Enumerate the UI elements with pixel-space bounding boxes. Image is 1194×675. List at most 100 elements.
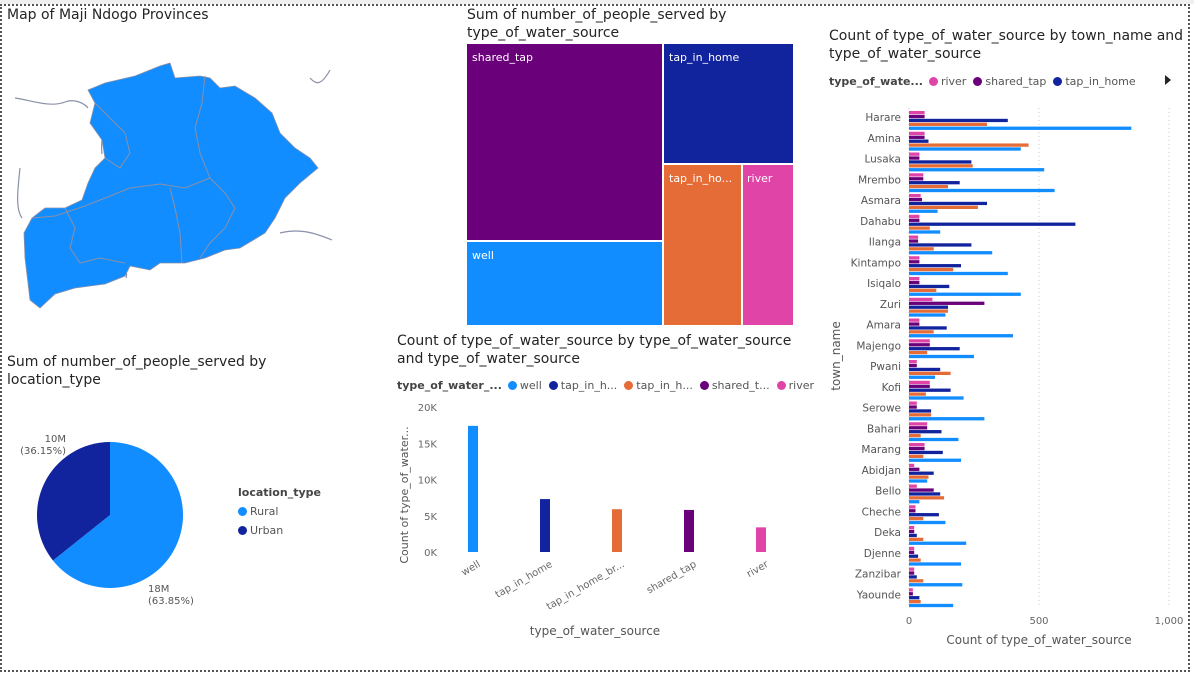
hbar-bar-tap_in_home_broken[interactable] <box>909 350 928 355</box>
hbar-bar-tap_in_home_broken[interactable] <box>909 475 929 479</box>
hbar-bar-tap_in_home_broken[interactable] <box>909 143 1029 147</box>
column-legend-item[interactable]: tap_in_h... <box>624 379 693 392</box>
treemap-tile-river[interactable]: river <box>743 165 793 325</box>
hbar-bar-river[interactable] <box>909 256 920 260</box>
hbar-bar-tap_in_home_broken[interactable] <box>909 288 937 292</box>
hbar-bar-shared_tap[interactable] <box>909 239 919 243</box>
hbar-bar-tap_in_home[interactable] <box>909 492 941 496</box>
hbar-bar-shared_tap[interactable] <box>909 467 920 471</box>
hbar-bar-well[interactable] <box>909 271 1008 276</box>
column-bar-well[interactable] <box>468 425 478 552</box>
hbar-bar-river[interactable] <box>909 567 915 571</box>
column-legend-item[interactable]: river <box>776 379 814 392</box>
hbar-bar-shared_tap[interactable] <box>909 405 917 409</box>
hbar-bar-tap_in_home_broken[interactable] <box>909 599 921 604</box>
hbar-bar-well[interactable] <box>909 313 946 317</box>
hbar-bar-shared_tap[interactable] <box>909 363 917 368</box>
hbar-bar-tap_in_home_broken[interactable] <box>909 205 978 209</box>
hbar-bar-well[interactable] <box>909 500 920 504</box>
hbar-bar-shared_tap[interactable] <box>909 218 920 222</box>
hbar-bar-well[interactable] <box>909 147 1021 151</box>
hbar-bar-river[interactable] <box>909 422 928 426</box>
hbar-bar-shared_tap[interactable] <box>909 301 985 305</box>
hbar-bar-shared_tap[interactable] <box>909 156 920 160</box>
hbar-bar-river[interactable] <box>909 401 917 405</box>
hbar-bar-river[interactable] <box>909 173 924 177</box>
hbar-bar-shared_tap[interactable] <box>909 509 916 513</box>
hbar-bar-tap_in_home_broken[interactable] <box>909 579 924 583</box>
pie-legend-item-urban[interactable]: Urban <box>238 524 321 537</box>
hbar-bar-tap_in_home[interactable] <box>909 409 932 413</box>
hbar-bar-tap_in_home[interactable] <box>909 388 951 392</box>
hbar-bar-tap_in_home[interactable] <box>909 347 960 351</box>
hbar-bar-shared_tap[interactable] <box>909 426 928 430</box>
hbar-bar-river[interactable] <box>909 297 933 302</box>
hbar-bar-shared_tap[interactable] <box>909 343 930 347</box>
column-bar-tap_in_home[interactable] <box>540 499 550 552</box>
hbar-bar-well[interactable] <box>909 603 954 608</box>
hbar-bar-well[interactable] <box>909 188 1055 193</box>
hbar-bar-shared_tap[interactable] <box>909 260 920 264</box>
pie-chart[interactable] <box>10 420 210 620</box>
hbar-legend-item[interactable]: shared_tap <box>973 75 1046 88</box>
hbar-bar-river[interactable] <box>909 588 913 592</box>
hbar-bar-tap_in_home[interactable] <box>909 513 939 517</box>
hbar-bar-well[interactable] <box>909 209 938 213</box>
hbar-bar-tap_in_home[interactable] <box>909 430 942 434</box>
hbar-bar-shared_tap[interactable] <box>909 280 920 285</box>
column-bar-river[interactable] <box>756 527 766 552</box>
hbar-bar-river[interactable] <box>909 318 920 322</box>
hbar-bar-well[interactable] <box>909 562 961 566</box>
hbar-bar-shared_tap[interactable] <box>909 114 925 119</box>
hbar-bar-river[interactable] <box>909 505 916 509</box>
hbar-bar-tap_in_home[interactable] <box>909 326 947 330</box>
hbar-bar-tap_in_home[interactable] <box>909 243 972 247</box>
hbar-bar-tap_in_home[interactable] <box>909 575 917 579</box>
hbar-legend-item[interactable]: river <box>928 75 966 88</box>
column-legend-item[interactable]: shared_t... <box>699 379 770 392</box>
hbar-bar-shared_tap[interactable] <box>909 488 934 492</box>
hbar-bar-shared_tap[interactable] <box>909 550 915 554</box>
pie-slice-urban[interactable] <box>37 442 110 561</box>
treemap-tile-well[interactable]: well <box>467 242 664 325</box>
hbar-bar-tap_in_home[interactable] <box>909 118 1008 123</box>
hbar-bar-river[interactable] <box>909 546 915 551</box>
column-legend-item[interactable]: tap_in_h... <box>548 379 617 392</box>
hbar-bar-well[interactable] <box>909 126 1132 130</box>
hbar-bar-shared_tap[interactable] <box>909 592 913 596</box>
hbar-bar-shared_tap[interactable] <box>909 197 922 202</box>
hbar-bar-well[interactable] <box>909 458 961 462</box>
hbar-bar-well[interactable] <box>909 437 959 442</box>
pie-slice-rural[interactable] <box>52 442 183 588</box>
hbar-bar-river[interactable] <box>909 463 915 468</box>
hbar-bar-tap_in_home[interactable] <box>909 471 934 475</box>
hbar-legend-item[interactable]: tap_in_home <box>1053 75 1136 88</box>
hbar-bar-tap_in_home_broken[interactable] <box>909 371 951 375</box>
hbar-bar-tap_in_home_broken[interactable] <box>909 267 954 272</box>
hbar-bar-well[interactable] <box>909 396 964 400</box>
hbar-bar-tap_in_home_broken[interactable] <box>909 309 948 313</box>
treemap-tile-shared-tap[interactable]: shared_tap <box>467 44 664 242</box>
hbar-bar-river[interactable] <box>909 235 919 239</box>
hbar-bar-shared_tap[interactable] <box>909 571 915 575</box>
hbar-bar-shared_tap[interactable] <box>909 135 925 139</box>
hbar-bar-tap_in_home[interactable] <box>909 596 920 600</box>
hbar-bar-shared_tap[interactable] <box>909 446 925 451</box>
hbar-bar-tap_in_home_broken[interactable] <box>909 496 945 500</box>
hbar-bar-tap_in_home_broken[interactable] <box>909 247 934 251</box>
hbar-chart[interactable]: town_name Count of type_of_water_source … <box>826 98 1186 650</box>
hbar-bar-river[interactable] <box>909 339 930 343</box>
legend-next-arrow-icon[interactable] <box>1162 74 1174 86</box>
hbar-bar-river[interactable] <box>909 380 930 385</box>
hbar-bar-tap_in_home[interactable] <box>909 201 987 206</box>
province-map[interactable] <box>10 58 340 320</box>
hbar-bar-well[interactable] <box>909 375 935 379</box>
hbar-bar-well[interactable] <box>909 520 946 525</box>
hbar-bar-tap_in_home_broken[interactable] <box>909 122 987 126</box>
hbar-bar-tap_in_home_broken[interactable] <box>909 184 948 189</box>
hbar-bar-tap_in_home[interactable] <box>909 139 929 143</box>
hbar-bar-river[interactable] <box>909 277 920 281</box>
hbar-bar-tap_in_home[interactable] <box>909 222 1076 226</box>
hbar-bar-well[interactable] <box>909 230 941 234</box>
hbar-bar-tap_in_home_broken[interactable] <box>909 392 926 396</box>
